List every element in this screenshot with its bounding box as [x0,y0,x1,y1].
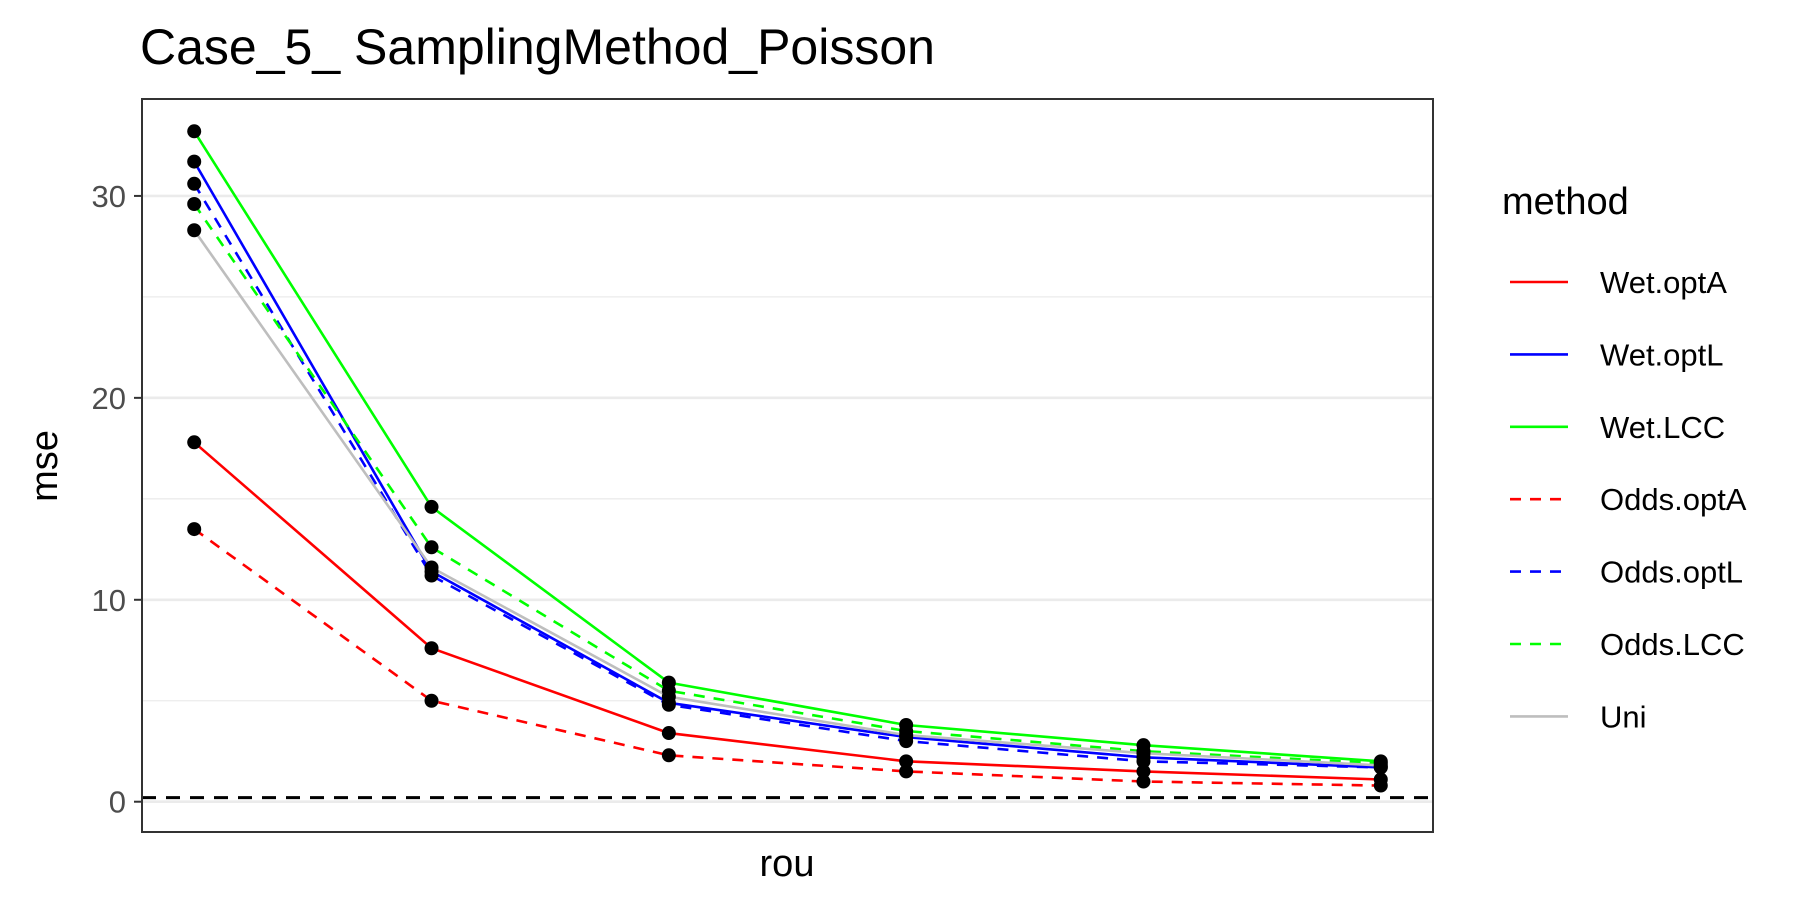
y-tick-label: 10 [92,583,126,618]
data-point-uni [661,689,676,704]
data-point-odds-opta [899,764,914,779]
data-point-odds-opta [1373,778,1388,793]
y-tick-label: 30 [92,179,126,214]
chart-title: Case_5_ SamplingMethod_Poisson [140,19,935,75]
legend-title: method [1502,181,1629,223]
y-axis: 0 10 20 30 [92,179,142,820]
data-point-uni [1136,746,1151,761]
legend: Wet.optA Wet.optL Wet.LCC Odds.optA Odds.opt… [1510,265,1747,734]
y-axis-title: mse [24,430,66,502]
data-point-uni [424,560,439,575]
data-point-wet-opta [1136,764,1151,779]
legend-label-wet-lcc: Wet.LCC [1600,410,1725,445]
series-line-wet-optl [193,160,1381,769]
legend-label-uni: Uni [1600,699,1647,734]
data-point-odds-opta [1136,774,1151,789]
series-line-odds-opta [193,528,1381,787]
legend-label-odds-opta: Odds.optA [1600,482,1747,517]
series-line-uni [193,229,1381,767]
series-line-odds-lcc [193,203,1381,765]
data-point-odds-optl [187,176,202,191]
data-point-wet-opta [187,435,202,450]
data-point-odds-lcc [187,197,202,212]
data-point-uni [187,223,202,238]
series-line-wet-opta [193,441,1381,781]
legend-label-odds-lcc: Odds.LCC [1600,627,1745,662]
data-point-wet-optl [187,154,202,169]
legend-label-wet-opta: Wet.optA [1600,265,1727,300]
data-point-wet-opta [899,754,914,769]
data-point-wet-lcc [424,499,439,514]
data-point-wet-lcc [187,124,202,139]
plot-panel-border [141,98,1434,833]
series-layer [193,130,1381,787]
data-point-odds-opta [424,693,439,708]
legend-label-wet-optl: Wet.optL [1600,337,1724,372]
legend-label-odds-optl: Odds.optL [1600,555,1743,590]
y-tick-label: 0 [109,785,126,820]
data-point-wet-opta [661,726,676,741]
data-point-odds-lcc [424,540,439,555]
x-axis-title: rou [760,843,815,885]
series-line-odds-optl [193,183,1381,769]
data-point-uni [1373,758,1388,773]
y-tick-label: 20 [92,381,126,416]
data-point-odds-opta [187,522,202,537]
points-layer [187,124,1388,793]
data-point-uni [899,728,914,743]
data-point-wet-opta [424,641,439,656]
data-point-odds-opta [661,748,676,763]
series-line-wet-lcc [193,130,1381,763]
grid [142,194,1433,804]
